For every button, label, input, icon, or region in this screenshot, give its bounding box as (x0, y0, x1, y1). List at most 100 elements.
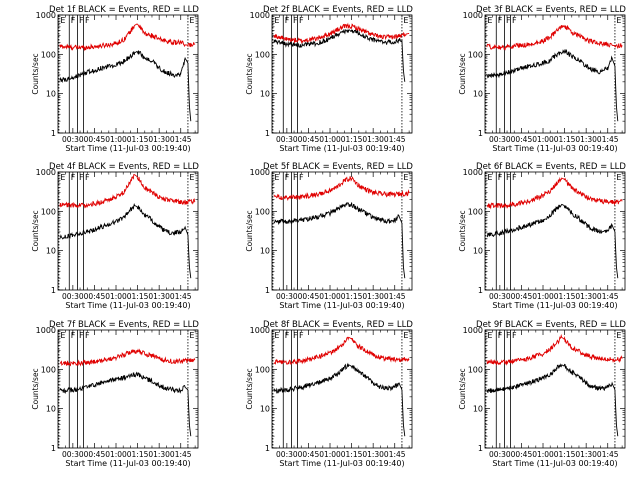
series-group (486, 24, 623, 122)
x-tick-label: 01:45 (384, 135, 406, 144)
x-tick-label: 01:00 (319, 450, 341, 459)
y-tick-label: 1000 (463, 326, 483, 335)
x-tick-label: 01:00 (105, 135, 127, 144)
x-tick-label: 01:00 (532, 292, 554, 301)
lld-series-line (59, 174, 196, 209)
y-tick-label: 1 (478, 129, 483, 138)
y-tick-label: 10 (46, 90, 56, 99)
y-axis-label: Counts/sec (458, 53, 467, 94)
y-axis-label: Counts/sec (458, 368, 467, 409)
panel-title: Det 4f BLACK = Events, RED = LLD (49, 162, 199, 172)
x-tick-label: 00:30 (276, 450, 298, 459)
x-tick-label: 01:30 (575, 450, 597, 459)
plot-frame (484, 14, 626, 134)
time-marker-label: E (189, 173, 194, 182)
detector-panel: Det 2f BLACK = Events, RED = LLD 1 10 100 10… (245, 5, 413, 153)
x-tick-label: 01:30 (362, 135, 384, 144)
x-tick-label: 01:30 (362, 450, 384, 459)
x-tick-label: 00:45 (84, 292, 106, 301)
y-axis-label: Counts/sec (245, 368, 254, 409)
y-tick-label: 1000 (36, 326, 56, 335)
time-marker-label: F (512, 331, 517, 340)
time-marker-label: E (487, 16, 492, 25)
detector-panel: Det 9f BLACK = Events, RED = LLD 1 10 100 10… (458, 320, 626, 468)
plot-frame (271, 329, 413, 449)
time-marker-label: E (487, 331, 492, 340)
lld-series-line (486, 176, 623, 210)
plot-frame (57, 14, 199, 134)
y-tick-label: 1000 (250, 326, 270, 335)
x-tick-label: 01:45 (170, 450, 192, 459)
y-tick-label: 1 (265, 444, 270, 453)
events-series-line (59, 50, 192, 122)
y-axis-label: Counts/sec (245, 210, 254, 251)
time-marker-label: E (616, 16, 621, 25)
x-axis-label: Start Time (11-Jul-03 00:19:40) (279, 301, 404, 310)
time-marker-label: E (189, 16, 194, 25)
y-tick-label: 100 (468, 365, 483, 374)
panel-title: Det 2f BLACK = Events, RED = LLD (263, 5, 413, 15)
y-tick-label: 10 (46, 247, 56, 256)
y-tick-label: 10 (473, 405, 483, 414)
x-tick-label: 00:30 (489, 450, 511, 459)
y-tick-label: 1000 (250, 168, 270, 177)
x-tick-label: 01:15 (554, 450, 576, 459)
x-tick-label: 01:45 (597, 450, 619, 459)
y-tick-label: 1 (51, 286, 56, 295)
plot-frame (57, 329, 199, 449)
y-tick-label: 100 (255, 50, 270, 59)
time-marker-label: E (616, 331, 621, 340)
x-axis-label: Start Time (11-Jul-03 00:19:40) (279, 459, 404, 468)
time-marker-label: E (60, 173, 65, 182)
x-tick-label: 00:30 (276, 135, 298, 144)
y-tick-label: 1 (265, 129, 270, 138)
time-marker-label: F (85, 16, 90, 25)
x-tick-label: 00:30 (489, 135, 511, 144)
time-marker-label: E (274, 173, 279, 182)
panel-title: Det 8f BLACK = Events, RED = LLD (263, 320, 413, 330)
y-tick-label: 10 (260, 405, 270, 414)
time-marker-label: E (60, 16, 65, 25)
panel-title: Det 7f BLACK = Events, RED = LLD (49, 320, 199, 330)
series-group (486, 176, 623, 279)
time-marker-label: F (299, 331, 304, 340)
time-marker-label: E (487, 173, 492, 182)
panel-title: Det 5f BLACK = Events, RED = LLD (263, 162, 413, 172)
y-axis-label: Counts/sec (31, 368, 40, 409)
x-tick-label: 00:30 (489, 292, 511, 301)
x-tick-label: 01:30 (362, 292, 384, 301)
series-group (273, 176, 410, 279)
series-group (273, 336, 410, 437)
time-marker-label: E (616, 173, 621, 182)
time-marker-label: F (498, 331, 503, 340)
time-marker-label: F (512, 173, 517, 182)
x-tick-label: 00:30 (62, 450, 84, 459)
time-marker-label: F (498, 16, 503, 25)
x-axis-label: Start Time (11-Jul-03 00:19:40) (65, 144, 190, 153)
x-axis-label: Start Time (11-Jul-03 00:19:40) (492, 459, 617, 468)
time-marker-label: F (79, 16, 84, 25)
time-marker-label: F (512, 16, 517, 25)
x-tick-label: 01:15 (554, 135, 576, 144)
x-tick-label: 01:45 (597, 135, 619, 144)
time-marker-label: E (403, 331, 408, 340)
panel-title: Det 3f BLACK = Events, RED = LLD (476, 5, 626, 15)
time-marker-label: F (506, 16, 511, 25)
time-marker-label: F (79, 173, 84, 182)
x-axis-label: Start Time (11-Jul-03 00:19:40) (492, 144, 617, 153)
panel-title: Det 6f BLACK = Events, RED = LLD (476, 162, 626, 172)
time-marker-label: E (403, 173, 408, 182)
detector-panel: Det 1f BLACK = Events, RED = LLD 1 10 100 10… (31, 5, 199, 153)
y-axis-label: Counts/sec (31, 53, 40, 94)
detector-panel: Det 7f BLACK = Events, RED = LLD 1 10 100 10… (31, 320, 199, 468)
x-tick-label: 00:45 (298, 450, 320, 459)
time-marker-label: F (285, 173, 290, 182)
x-tick-label: 01:45 (170, 292, 192, 301)
detector-panel: Det 5f BLACK = Events, RED = LLD 1 10 100 10… (245, 162, 413, 310)
plot-frame (271, 171, 413, 291)
y-tick-label: 100 (255, 365, 270, 374)
x-tick-label: 01:00 (532, 135, 554, 144)
y-tick-label: 10 (260, 247, 270, 256)
lld-series-line (273, 176, 410, 201)
